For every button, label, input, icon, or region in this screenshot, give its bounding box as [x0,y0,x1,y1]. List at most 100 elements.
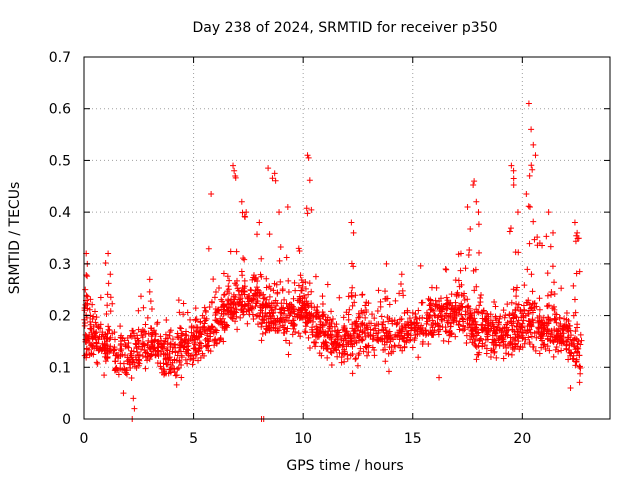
data-point [573,358,580,365]
data-point [219,315,226,322]
data-point [386,328,393,335]
grid-lines [84,57,610,419]
data-point [365,349,372,356]
data-point [415,354,422,361]
data-point [557,321,564,328]
data-point [105,280,112,287]
data-point [510,311,517,318]
data-point [211,342,218,349]
data-point [401,310,408,317]
data-point [508,299,515,306]
data-point [473,356,480,363]
data-point [546,347,553,354]
data-point [306,280,313,287]
data-point [171,342,178,349]
data-point [382,288,389,295]
data-point [135,359,142,366]
data-point [294,314,301,321]
data-point [327,349,334,356]
data-point [319,301,326,308]
data-point [83,333,90,340]
data-point [459,315,466,322]
data-point [544,335,551,342]
data-point [545,314,552,321]
data-point [501,314,508,321]
data-point [239,209,246,216]
data-point [234,285,241,292]
plot-frame [83,56,611,420]
data-point [526,318,533,325]
data-point [367,331,374,338]
data-point [178,361,185,368]
data-point [572,362,579,369]
data-point [107,308,114,315]
data-point [281,317,288,324]
data-point [267,285,274,292]
data-point [169,359,176,366]
data-point [485,328,492,335]
data-point [89,333,96,340]
data-point [308,206,315,213]
data-point [490,339,497,346]
data-point [256,292,263,299]
data-point [367,326,374,333]
data-point [120,390,127,397]
data-point [340,314,347,321]
data-point [345,311,352,318]
data-point [475,221,482,228]
data-point [487,353,494,360]
data-point [163,346,170,353]
data-point [520,317,527,324]
data-point [277,315,284,322]
data-point [149,331,156,338]
data-point [142,354,149,361]
data-point [227,314,234,321]
data-point [227,248,234,255]
data-point [142,321,149,328]
data-point [190,324,197,331]
data-point [221,291,228,298]
data-point [354,324,361,331]
data-point [359,322,366,329]
data-point [93,314,100,321]
data-point [84,273,91,280]
data-point [513,293,520,300]
data-point [121,352,128,359]
data-point [187,316,194,323]
data-point [319,321,326,328]
data-point [233,277,240,284]
data-point [167,327,174,334]
data-point [350,330,357,337]
data-point [167,340,174,347]
data-point [453,293,460,300]
data-point [284,325,291,332]
data-point [484,331,491,338]
data-point [273,281,280,288]
data-point [95,336,102,343]
y-tick-label: 0.1 [49,360,71,376]
data-point [435,328,442,335]
data-point [295,282,302,289]
data-point [567,384,574,391]
data-point [196,333,203,340]
data-point [298,309,305,316]
data-point [290,295,297,302]
data-point [277,309,284,316]
data-point [510,286,517,293]
data-point [510,346,517,353]
data-point [400,292,407,299]
data-point [363,299,370,306]
data-point [539,337,546,344]
data-point [510,167,517,174]
data-point [377,303,384,310]
data-point [252,300,259,307]
data-point [423,315,430,322]
data-point [203,343,210,350]
data-point [506,228,513,235]
data-point [507,225,514,232]
data-point [528,271,535,278]
data-point [312,333,319,340]
data-point [385,350,392,357]
data-point [326,334,333,341]
